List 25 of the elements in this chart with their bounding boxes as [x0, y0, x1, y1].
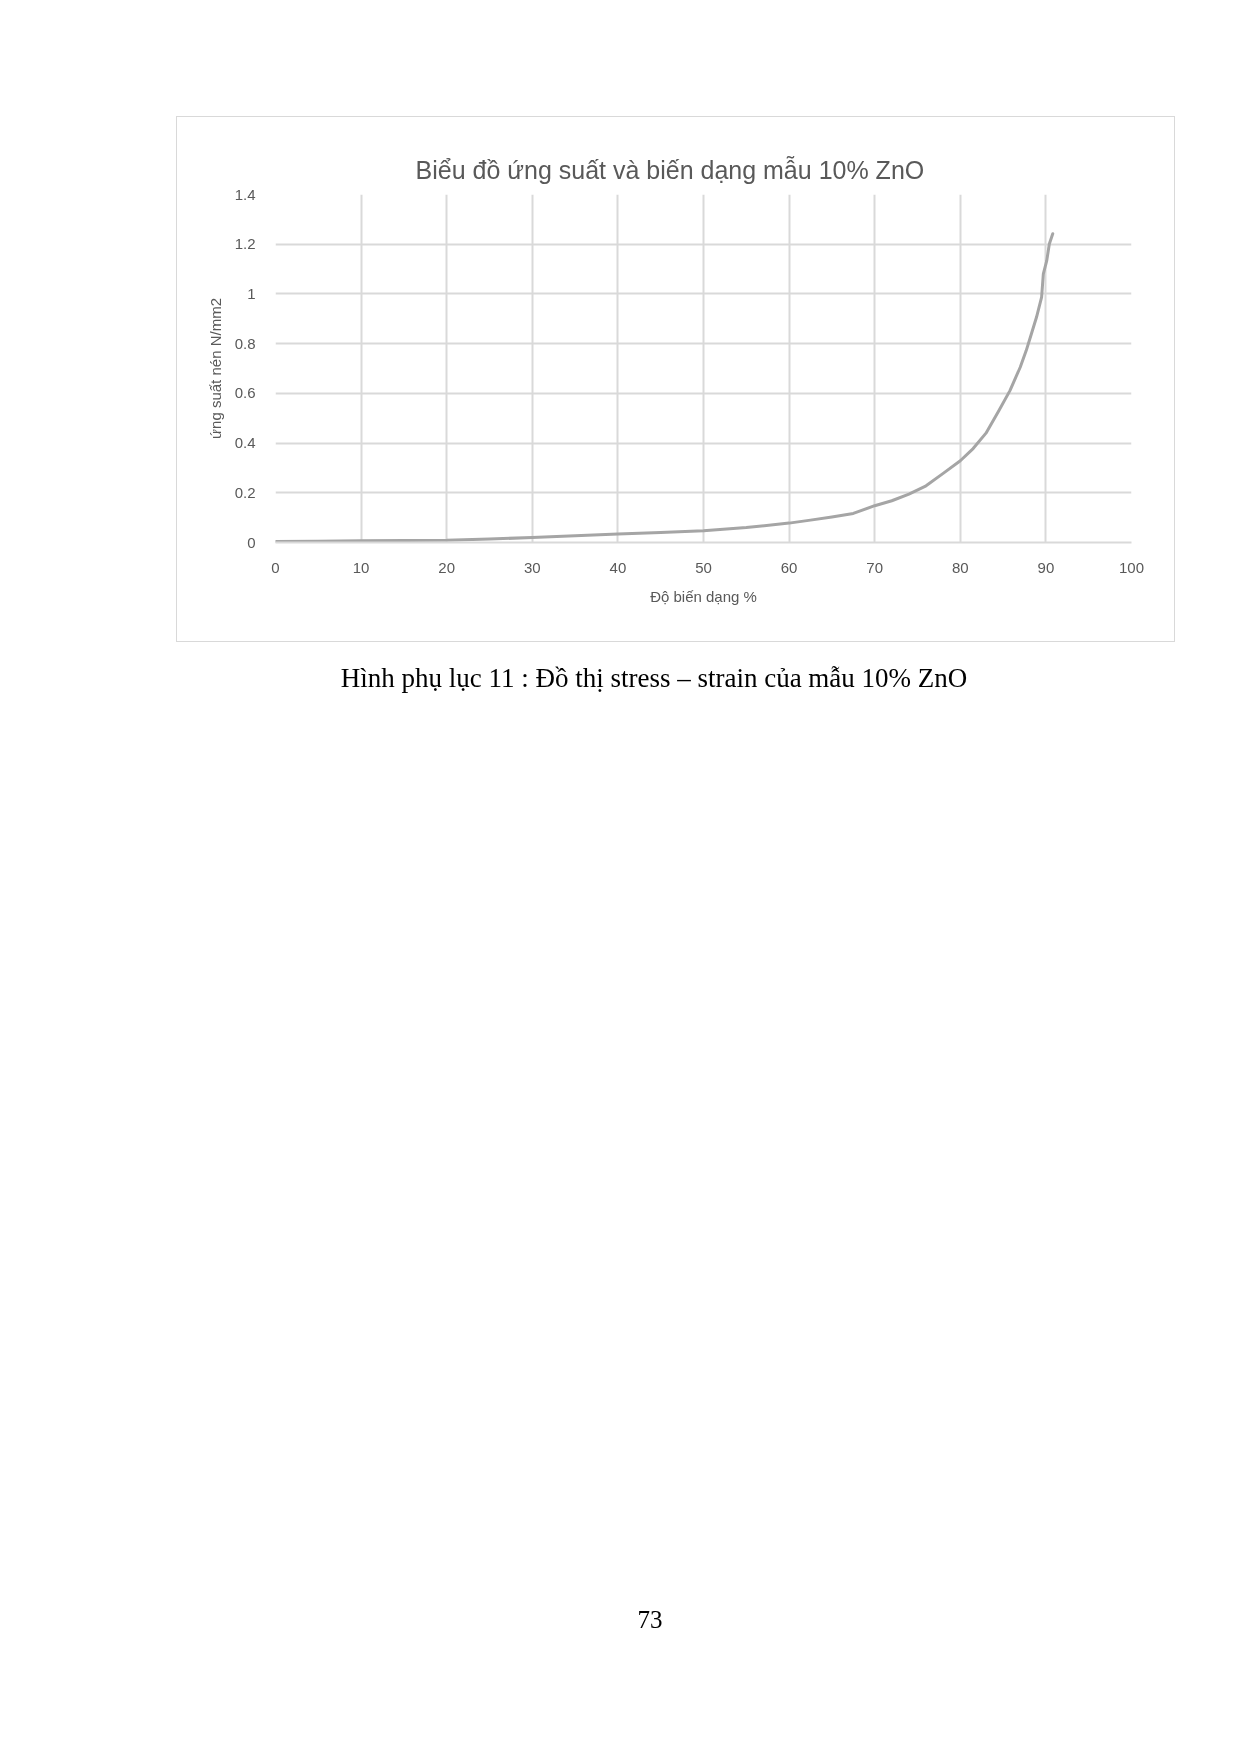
x-tick-label: 20	[438, 558, 456, 576]
y-tick-label: 0	[247, 533, 256, 551]
y-tick-label: 0.6	[234, 384, 256, 402]
x-tick-label: 90	[1037, 558, 1055, 576]
y-tick-label: 0.2	[234, 483, 256, 501]
x-tick-label: 30	[523, 558, 541, 576]
y-tick-label: 1.2	[234, 235, 256, 253]
y-axis-title: ứng suất nén N/mm2	[206, 298, 224, 439]
x-tick-label: 80	[951, 558, 969, 576]
chart-title: Biểu đồ ứng suất và biến dạng mẫu 10% ZnO	[415, 155, 925, 184]
y-tick-label: 1	[247, 284, 256, 302]
y-tick-label: 1.4	[234, 185, 256, 203]
x-tick-label: 0	[271, 558, 280, 576]
x-axis-title: Độ biến dạng %	[650, 587, 757, 605]
x-tick-label: 50	[695, 558, 712, 576]
x-tick-label: 40	[609, 558, 627, 576]
x-tick-label: 100	[1118, 558, 1145, 576]
x-tick-label: 10	[352, 558, 370, 576]
y-tick-label: 0.4	[234, 434, 256, 452]
line-series	[275, 232, 1055, 543]
text: 73	[637, 1605, 663, 1635]
y-tick-label: 0.8	[234, 334, 256, 352]
text: Hình phụ lục 11 : Đồ thị stress – strain của mẫu 10% ZnO	[340, 662, 968, 695]
x-tick-label: 60	[780, 558, 798, 576]
x-tick-label: 70	[866, 558, 884, 576]
